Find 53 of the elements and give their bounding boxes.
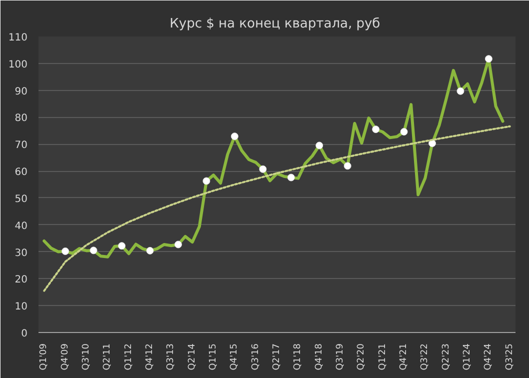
x-tick-label: Q2'20	[356, 343, 367, 370]
point	[202, 177, 210, 185]
x-tick-label: Q1'15	[208, 343, 218, 370]
point	[428, 140, 436, 148]
x-tick-label: Q2'23	[441, 343, 452, 370]
y-tick-label: 60	[14, 167, 28, 178]
point	[400, 128, 408, 136]
point	[90, 246, 98, 254]
y-tick-label: 0	[21, 328, 28, 340]
point	[316, 142, 324, 150]
y-tick-label: 40	[14, 220, 28, 232]
x-tick-label: Q3'22	[420, 343, 430, 370]
chart-title: Курс $ на конец квартала, руб	[170, 16, 380, 32]
y-tick-label: 110	[8, 32, 28, 44]
line-series	[43, 125, 511, 292]
y-tick-label: 100	[8, 59, 28, 70]
x-tick-label: Q1'18	[293, 343, 304, 370]
y-tick-label: 70	[14, 140, 28, 152]
y-tick-label: 10	[14, 302, 28, 313]
point	[287, 174, 295, 182]
x-tick-label: Q1'24	[462, 343, 473, 370]
x-tick-label: Q1'21	[378, 343, 388, 370]
x-tick-label: Q2'17	[272, 343, 282, 370]
point	[456, 87, 464, 95]
x-tick-label: Q3'10	[81, 343, 92, 370]
x-tick-label: Q4'15	[230, 343, 240, 370]
y-tick-label: 90	[14, 86, 28, 98]
y-tick-label: 20	[14, 274, 28, 286]
x-tick-label: Q1'09	[39, 343, 50, 370]
point	[118, 242, 126, 250]
point	[174, 240, 182, 248]
x-tick-label: Q1'12	[124, 343, 134, 370]
x-tick-label: Q3'19	[336, 343, 346, 370]
x-tick-label: Q4'18	[314, 343, 324, 370]
point	[372, 126, 380, 134]
point	[62, 247, 70, 255]
x-tick-label: Q3'13	[166, 343, 176, 370]
y-tick-label: 30	[14, 248, 28, 259]
y-tick-label: 80	[14, 113, 28, 124]
x-tick-label: Q4'12	[144, 343, 155, 370]
x-tick-label: Q3'16	[250, 343, 261, 370]
point	[484, 55, 492, 63]
x-tick-label: Q4'09	[60, 343, 70, 370]
y-tick-label: 50	[14, 194, 28, 205]
point	[259, 165, 267, 173]
point	[230, 132, 238, 140]
x-tick-label: Q3'25	[504, 343, 515, 370]
x-tick-label: Q4'21	[399, 343, 410, 370]
point	[146, 246, 154, 254]
point	[344, 162, 352, 170]
x-tick-label: Q2'11	[102, 343, 113, 370]
x-tick-label: Q2'14	[187, 343, 198, 370]
x-tick-label: Q4'24	[484, 343, 494, 370]
